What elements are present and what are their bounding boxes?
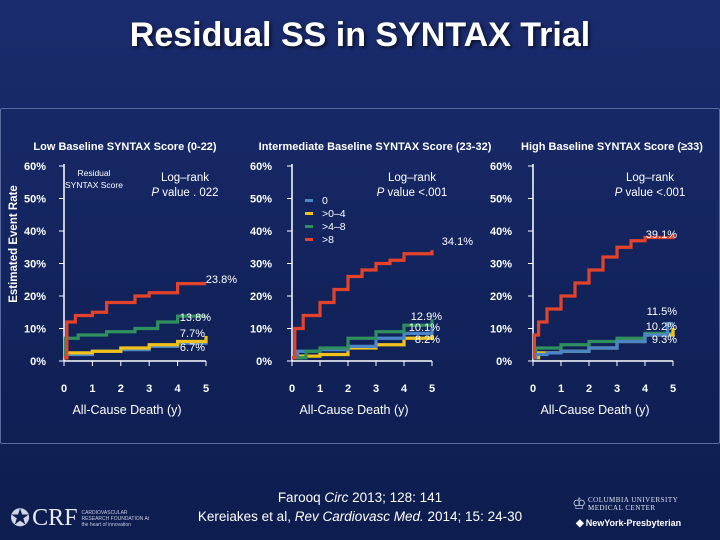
end-value-label: 9.3% [652,334,677,346]
legend-swatch [305,225,313,228]
x-tick-label: 0 [530,383,536,395]
y-tick-label: 60% [250,161,272,173]
crown-icon: ♔ [572,496,587,513]
y-tick-label: 40% [250,226,272,238]
legend-entry-label: 0 [322,195,328,207]
crf-logo-text: CRF [32,505,78,531]
chart-title: Low Baseline SYNTAX Score (0-22) [33,141,217,153]
legend: Residual SYNTAX Score 0>0–4>4–8>8 [65,168,346,246]
end-value-label: 11.5% [647,306,678,318]
x-tick-label: 3 [146,383,152,395]
y-tick-label: 0% [256,356,272,368]
x-tick-label: 1 [317,383,323,395]
y-tick-label: 10% [490,324,512,336]
reference-line-1: Farooq Circ 2013; 128: 141 [277,490,443,505]
end-value-label: 12.9% [411,311,442,323]
p-value-label: P value . 022 [151,187,218,199]
legend-title-line2: SYNTAX Score [65,180,123,190]
legend-title-line1: Residual [77,168,110,178]
x-axis-label: All-Cause Death (y) [540,403,649,417]
end-value-label: 8.2% [415,334,440,346]
logrank-label: Log–rank [626,172,674,184]
columbia-logo-line1: COLUMBIA UNIVERSITY [588,496,679,504]
series-line-48 [292,319,434,360]
reference-line-2: Kereiakes et al, Rev Cardiovasc Med. 201… [197,509,523,524]
end-value-label: 13.8% [180,312,211,324]
x-tick-label: 2 [586,383,592,395]
y-tick-label: 20% [24,291,46,303]
y-tick-label: 60% [24,161,46,173]
y-tick-label: 50% [490,194,512,206]
y-tick-label: 0% [30,356,46,368]
end-value-label: 6.7% [180,342,205,354]
y-tick-label: 0% [496,356,512,368]
x-tick-label: 5 [203,383,209,395]
y-tick-label: 40% [490,226,512,238]
y-tick-label: 50% [250,194,272,206]
y-tick-label: 20% [250,291,272,303]
nyp-logo: ◆ NewYork-Presbyterian [576,518,681,529]
end-value-label: 7.7% [180,328,205,340]
series-line-8 [292,250,434,360]
end-value-label: 39.1% [646,229,677,241]
logrank-label: Log–rank [161,172,209,184]
x-tick-label: 3 [614,383,620,395]
nyp-logo-text: NewYork-Presbyterian [585,518,682,528]
end-value-label: 10.2% [646,321,677,333]
chart-title: High Baseline SYNTAX Score (≥33) [521,141,703,153]
x-tick-label: 1 [89,383,95,395]
x-tick-label: 3 [373,383,379,395]
legend-entry-label: >0–4 [322,208,346,220]
x-tick-label: 1 [558,383,564,395]
logrank-label: Log–rank [388,172,436,184]
x-tick-label: 4 [175,383,182,395]
x-tick-label: 4 [401,383,408,395]
legend-entry-label: >8 [322,234,334,246]
y-tick-label: 60% [490,161,512,173]
x-tick-label: 2 [118,383,124,395]
legend-swatch [305,212,313,215]
x-tick-label: 0 [289,383,295,395]
legend-swatch [305,199,313,202]
series-line-8 [532,233,675,360]
x-tick-label: 5 [429,383,435,395]
y-tick-label: 10% [250,324,272,336]
crf-swirl-icon: ✪ [10,505,31,532]
crf-logo: ✪ CRF CARDIOVASCULAR RESEARCH FOUNDATION… [10,504,151,533]
y-tick-label: 30% [490,259,512,271]
y-tick-label: 30% [24,259,46,271]
series-line-0 [533,322,673,360]
x-tick-label: 2 [345,383,351,395]
legend-entry-label: >4–8 [322,221,346,233]
end-value-label: 23.8% [206,274,237,286]
y-tick-label: 20% [490,291,512,303]
x-tick-label: 5 [670,383,676,395]
y-axis-title: Estimated Event Rate [8,185,20,303]
slide-title: Residual SS in SYNTAX Trial [129,16,591,54]
y-tick-label: 30% [250,259,272,271]
chart-title: Intermediate Baseline SYNTAX Score (23-3… [259,141,492,153]
x-axis-label: All-Cause Death (y) [299,403,408,417]
chart-panels: Low Baseline SYNTAX Score (0-22)0%10%20%… [24,141,703,417]
end-value-label: 10.1% [409,322,440,334]
y-tick-label: 10% [24,324,46,336]
chart-panel-3: High Baseline SYNTAX Score (≥33) 0% 10% 20%… [490,141,703,417]
charts-area: Estimated Event Rate Low Baseline SYNTAX… [8,141,703,417]
legend-swatch [305,238,313,241]
p-value-label: P value <.001 [615,187,686,199]
columbia-logo: ♔ COLUMBIA UNIVERSITY MEDICAL CENTER [572,494,679,513]
y-tick-label: 40% [24,226,46,238]
crf-logo-subtitle: CARDIOVASCULAR RESEARCH FOUNDATION At th… [81,509,150,528]
x-axis-label: All-Cause Death (y) [72,403,181,417]
series-line-8 [64,282,206,360]
x-tick-label: 4 [642,383,649,395]
nyp-icon: ◆ [576,518,584,529]
x-tick-label: 0 [61,383,67,395]
chart-panel-2: Intermediate Baseline SYNTAX Score (23-3… [250,141,492,417]
end-value-label: 34.1% [442,236,473,248]
chart-panel-1: Low Baseline SYNTAX Score (0-22) 0% 10% 20%… [24,141,237,417]
y-tick-label: 50% [24,194,46,206]
p-value-label: P value <.001 [377,187,448,199]
columbia-logo-line2: MEDICAL CENTER [588,504,656,512]
